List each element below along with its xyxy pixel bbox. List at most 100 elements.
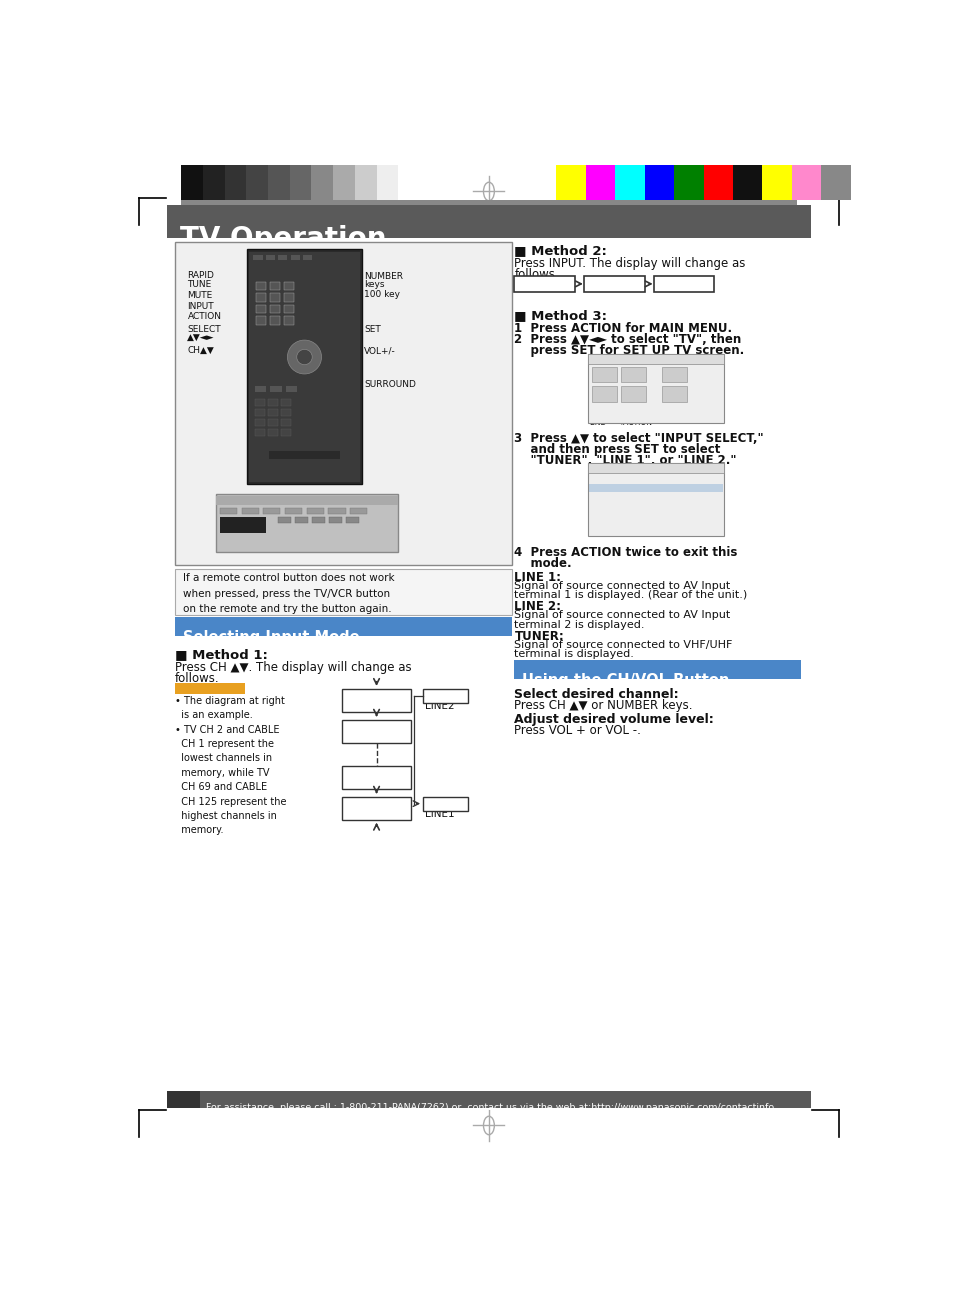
Bar	[294, 518, 307, 523]
Bar	[355, 164, 376, 201]
Bar	[256, 282, 266, 290]
Text: follows.: follows.	[514, 268, 558, 281]
Bar	[270, 387, 282, 392]
Text: mode.: mode.	[514, 558, 572, 571]
Bar	[284, 282, 294, 290]
Bar	[247, 250, 361, 484]
Bar	[278, 518, 291, 523]
Text: ▲▼◄►: ▲▼◄►	[187, 333, 214, 342]
Bar	[583, 276, 644, 291]
Bar	[216, 494, 397, 551]
Bar	[587, 463, 723, 474]
Bar	[654, 276, 714, 291]
Bar	[329, 518, 341, 523]
Text: LINE2: LINE2	[424, 701, 454, 712]
Bar	[346, 518, 358, 523]
Bar	[281, 430, 291, 436]
Circle shape	[296, 349, 312, 365]
Text: TUNER:: TUNER:	[514, 630, 563, 643]
Text: TUNE: TUNE	[187, 280, 212, 289]
Bar	[587, 355, 723, 423]
Text: INPUT SELECT      :TUNER: INPUT SELECT :TUNER	[589, 487, 685, 496]
Circle shape	[287, 340, 321, 374]
Bar	[620, 387, 645, 401]
Text: 1  Press ACTION for MAIN MENU.: 1 Press ACTION for MAIN MENU.	[514, 322, 732, 335]
Text: CAPTION: CAPTION	[589, 479, 622, 488]
Text: SET: SET	[364, 325, 380, 334]
Text: 3  Press ▲▼ to select "INPUT SELECT,": 3 Press ▲▼ to select "INPUT SELECT,"	[514, 432, 763, 445]
Text: keys: keys	[364, 280, 384, 289]
Text: INPUT: INPUT	[187, 302, 213, 311]
Bar	[270, 282, 280, 290]
Text: (TV)
CH69: (TV) CH69	[364, 767, 389, 788]
Text: LOCK: LOCK	[624, 371, 642, 378]
Text: TUNER: TUNER	[662, 280, 704, 289]
Text: Selecting Input Mode: Selecting Input Mode	[183, 630, 359, 644]
Bar	[592, 387, 617, 401]
Text: follows.: follows.	[174, 672, 219, 685]
Bar	[674, 164, 703, 201]
Bar	[376, 164, 397, 201]
Text: NUMBER: NUMBER	[364, 272, 403, 281]
Text: LINE 2:: LINE 2:	[514, 600, 561, 613]
Bar	[333, 164, 355, 201]
Bar	[312, 518, 324, 523]
Text: Signal of source connected to AV Input: Signal of source connected to AV Input	[514, 581, 730, 591]
Bar	[254, 430, 265, 436]
Text: SET UP TV: SET UP TV	[632, 463, 678, 472]
Bar	[246, 164, 268, 201]
Bar	[284, 304, 294, 313]
Bar	[281, 419, 291, 426]
Text: TV: TV	[599, 391, 608, 397]
Bar	[167, 1091, 199, 1108]
Text: Select desired channel:: Select desired channel:	[514, 688, 679, 701]
Bar	[220, 509, 236, 514]
Text: SELECT:▲ ▼      SET:SET: SELECT:▲ ▼ SET:SET	[589, 518, 678, 527]
Bar	[174, 569, 512, 615]
Text: Notes: Notes	[178, 692, 214, 701]
Bar	[281, 400, 291, 406]
Bar	[328, 509, 345, 514]
Text: and then press SET to select: and then press SET to select	[514, 444, 720, 457]
Bar	[256, 316, 266, 325]
Text: 100 key: 100 key	[364, 290, 399, 299]
Bar	[281, 409, 291, 417]
Text: terminal 1 is displayed. (Rear of the unit.): terminal 1 is displayed. (Rear of the un…	[514, 590, 747, 600]
Bar	[253, 255, 262, 260]
Text: LINE 1:: LINE 1:	[514, 571, 561, 584]
Text: "TUNER", "LINE 1", or "LINE 2.": "TUNER", "LINE 1", or "LINE 2."	[514, 454, 737, 467]
Text: For assistance, please call : 1-800-211-PANA(7262) or, contact us via the web at: For assistance, please call : 1-800-211-…	[206, 1104, 774, 1112]
Bar	[284, 294, 294, 302]
Text: terminal 2 is displayed.: terminal 2 is displayed.	[514, 620, 644, 630]
Bar	[585, 164, 615, 201]
Text: Press VOL + or VOL -.: Press VOL + or VOL -.	[514, 723, 640, 736]
Text: LANGUAGE: LANGUAGE	[655, 371, 692, 378]
Bar	[174, 242, 512, 565]
Bar	[350, 509, 367, 514]
Bar	[269, 452, 340, 459]
Text: RAPID: RAPID	[187, 270, 214, 280]
Bar	[342, 797, 410, 820]
Bar	[311, 164, 333, 201]
Bar	[224, 164, 246, 201]
Text: MAIN MENU: MAIN MENU	[629, 355, 681, 364]
Text: Press CH ▲▼ or NUMBER keys.: Press CH ▲▼ or NUMBER keys.	[514, 699, 692, 712]
Bar	[587, 463, 723, 537]
Bar	[181, 164, 203, 201]
Text: LINE2: LINE2	[596, 280, 632, 289]
Bar	[254, 400, 265, 406]
Bar	[174, 617, 512, 635]
Text: Press CH ▲▼. The display will change as: Press CH ▲▼. The display will change as	[174, 661, 412, 674]
Text: If a remote control button does not work
when pressed, press the TV/VCR button
o: If a remote control button does not work…	[183, 573, 394, 613]
Bar	[821, 164, 850, 201]
Bar	[303, 255, 312, 260]
Text: terminal is displayed.: terminal is displayed.	[514, 648, 634, 659]
Bar	[167, 206, 810, 238]
Text: Press INPUT. The display will change as: Press INPUT. The display will change as	[514, 258, 745, 270]
Bar	[174, 683, 245, 694]
Bar	[732, 164, 761, 201]
Text: • The diagram at right
  is an example.
• TV CH 2 and CABLE
  CH 1 represent the: • The diagram at right is an example. • …	[174, 696, 286, 836]
Bar	[270, 316, 280, 325]
Text: SELECT: SELECT	[187, 325, 221, 334]
Bar	[254, 387, 266, 392]
